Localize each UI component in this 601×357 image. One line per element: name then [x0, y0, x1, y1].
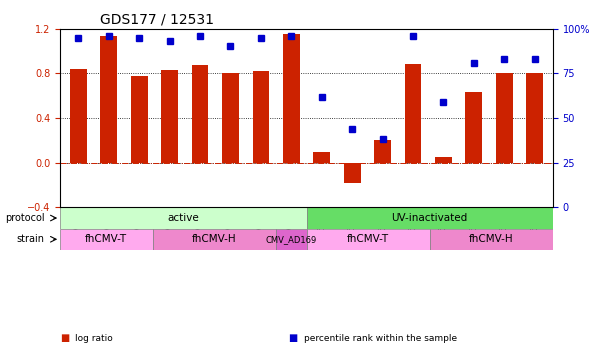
Bar [374, 140, 391, 163]
Bar [70, 69, 87, 163]
FancyBboxPatch shape [430, 229, 553, 250]
Text: ■: ■ [288, 333, 297, 343]
Bar [222, 73, 239, 163]
Bar [526, 73, 543, 163]
FancyBboxPatch shape [153, 229, 276, 250]
Text: log ratio: log ratio [75, 334, 113, 343]
Bar [435, 157, 452, 163]
FancyBboxPatch shape [60, 207, 307, 229]
Text: GDS177 / 12531: GDS177 / 12531 [100, 12, 213, 26]
Text: active: active [168, 213, 199, 223]
Bar [313, 151, 330, 163]
FancyBboxPatch shape [307, 207, 553, 229]
Bar [192, 65, 209, 163]
Bar [252, 71, 269, 163]
FancyBboxPatch shape [60, 229, 153, 250]
Text: fhCMV-T: fhCMV-T [347, 234, 389, 244]
Text: fhCMV-H: fhCMV-H [192, 234, 236, 244]
FancyBboxPatch shape [307, 229, 430, 250]
Bar [465, 92, 482, 163]
Bar [100, 36, 117, 163]
Text: fhCMV-T: fhCMV-T [85, 234, 127, 244]
Bar [283, 34, 300, 163]
FancyBboxPatch shape [276, 229, 307, 250]
Bar [404, 64, 421, 163]
Text: ■: ■ [60, 333, 69, 343]
Text: protocol: protocol [5, 213, 44, 223]
Text: strain: strain [17, 234, 44, 244]
Text: fhCMV-H: fhCMV-H [469, 234, 514, 244]
Bar [496, 73, 513, 163]
Text: CMV_AD169: CMV_AD169 [266, 235, 317, 244]
Bar [161, 70, 178, 163]
Bar [131, 76, 148, 163]
Bar [344, 163, 361, 183]
Text: UV-inactivated: UV-inactivated [392, 213, 468, 223]
Text: percentile rank within the sample: percentile rank within the sample [304, 334, 457, 343]
